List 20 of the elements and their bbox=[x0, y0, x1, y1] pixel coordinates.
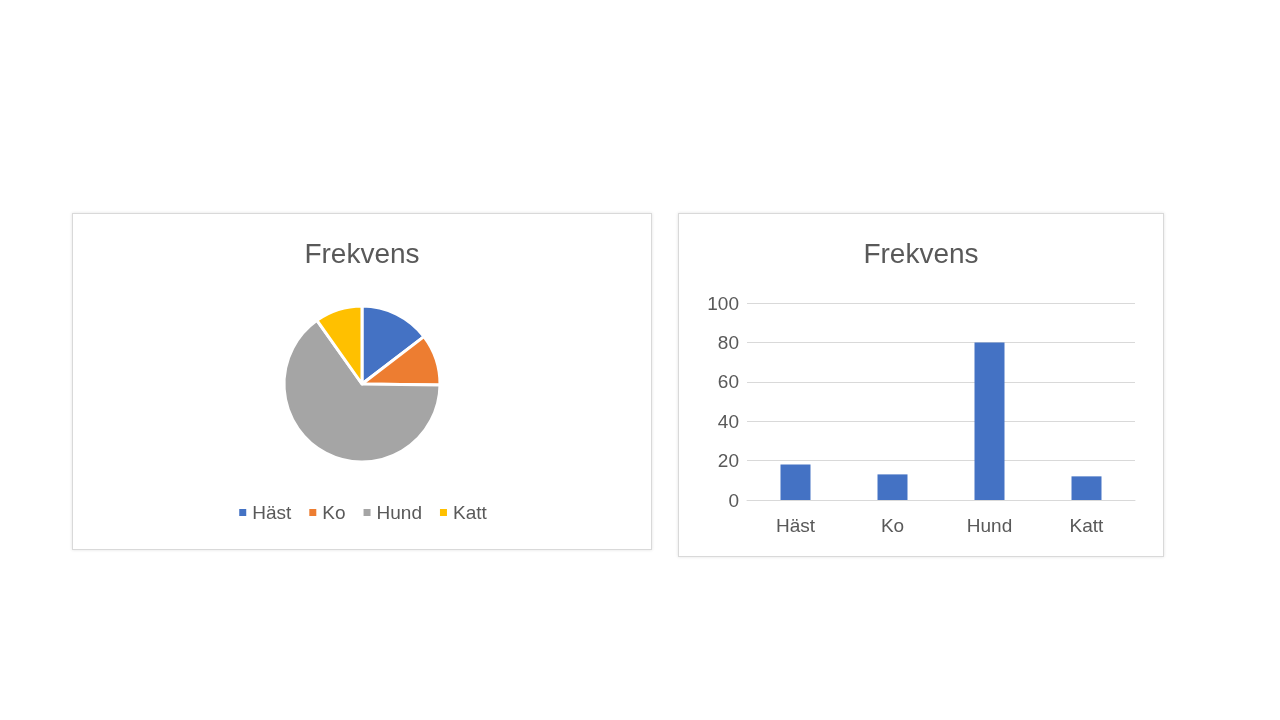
x-tick-label: Ko bbox=[880, 515, 905, 536]
chart-title: Frekvens bbox=[863, 237, 979, 269]
y-tick-label: 20 bbox=[717, 450, 739, 472]
chart-title: Frekvens bbox=[304, 237, 420, 269]
y-tick-label: 60 bbox=[717, 371, 739, 393]
legend-label: Ko bbox=[322, 502, 346, 523]
x-tick-label: Katt bbox=[1069, 515, 1105, 536]
bar bbox=[1071, 476, 1102, 500]
y-tick-label: 100 bbox=[707, 292, 739, 314]
legend-label: Katt bbox=[452, 502, 488, 523]
x-tick-label: Häst bbox=[775, 515, 816, 536]
bar bbox=[974, 342, 1005, 500]
bar bbox=[877, 474, 908, 500]
y-tick-label: 80 bbox=[717, 331, 739, 353]
legend-label: Häst bbox=[252, 502, 293, 523]
y-tick-label: 0 bbox=[728, 489, 739, 511]
legend-label: Hund bbox=[376, 502, 422, 523]
x-tick-label: Hund bbox=[966, 515, 1013, 536]
y-tick-label: 40 bbox=[717, 410, 739, 432]
bar bbox=[780, 464, 811, 500]
